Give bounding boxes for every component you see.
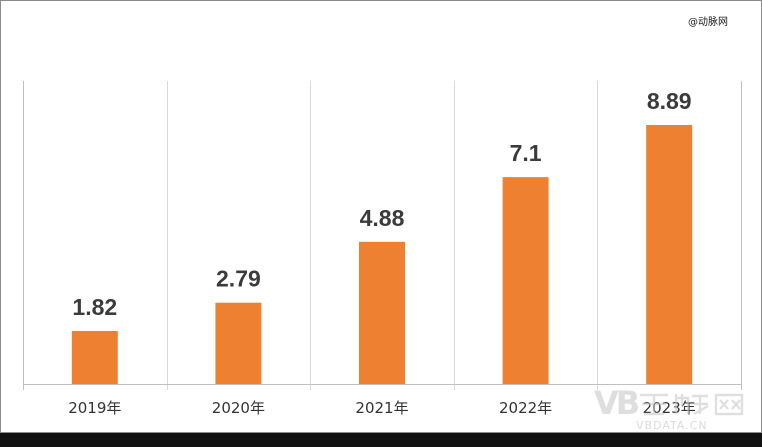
- bar-2: [359, 241, 405, 384]
- chart-frame: @动脉网 1.82 2.79 4.88 7.1 8.89 2019年 2020年 2021年…: [0, 0, 762, 433]
- source-note: @动脉网: [688, 17, 728, 28]
- bar-0: [71, 330, 118, 384]
- bar-4: [646, 124, 693, 384]
- x-tick-label-2: 2021年: [355, 399, 408, 417]
- data-label-3: 7.1: [510, 140, 542, 166]
- bar-series: [71, 124, 693, 384]
- watermark-brand-icon: [640, 393, 744, 416]
- grid-lines: [23, 81, 742, 390]
- bar-1: [215, 302, 262, 384]
- vb-logo-icon: VB: [594, 384, 640, 422]
- bar-3: [502, 177, 549, 384]
- data-label-4: 8.89: [647, 88, 692, 114]
- x-tick-label-3: 2022年: [499, 399, 552, 417]
- watermark-site: VBDATA.CN: [636, 419, 708, 432]
- x-axis: 2019年 2020年 2021年 2022年 2023年: [23, 384, 741, 417]
- bottom-band: [0, 433, 762, 447]
- x-tick-label-1: 2020年: [212, 399, 265, 417]
- value-labels: 1.82 2.79 4.88 7.1 8.89: [72, 88, 691, 320]
- data-label-1: 2.79: [216, 266, 261, 292]
- data-label-2: 4.88: [360, 205, 405, 231]
- vbdata-watermark: VB VBDATA.CN: [594, 386, 759, 432]
- data-label-0: 1.82: [72, 294, 117, 320]
- bar-chart: 1.82 2.79 4.88 7.1 8.89 2019年 2020年 2021年 2022年…: [23, 81, 742, 417]
- x-tick-label-0: 2019年: [68, 399, 121, 417]
